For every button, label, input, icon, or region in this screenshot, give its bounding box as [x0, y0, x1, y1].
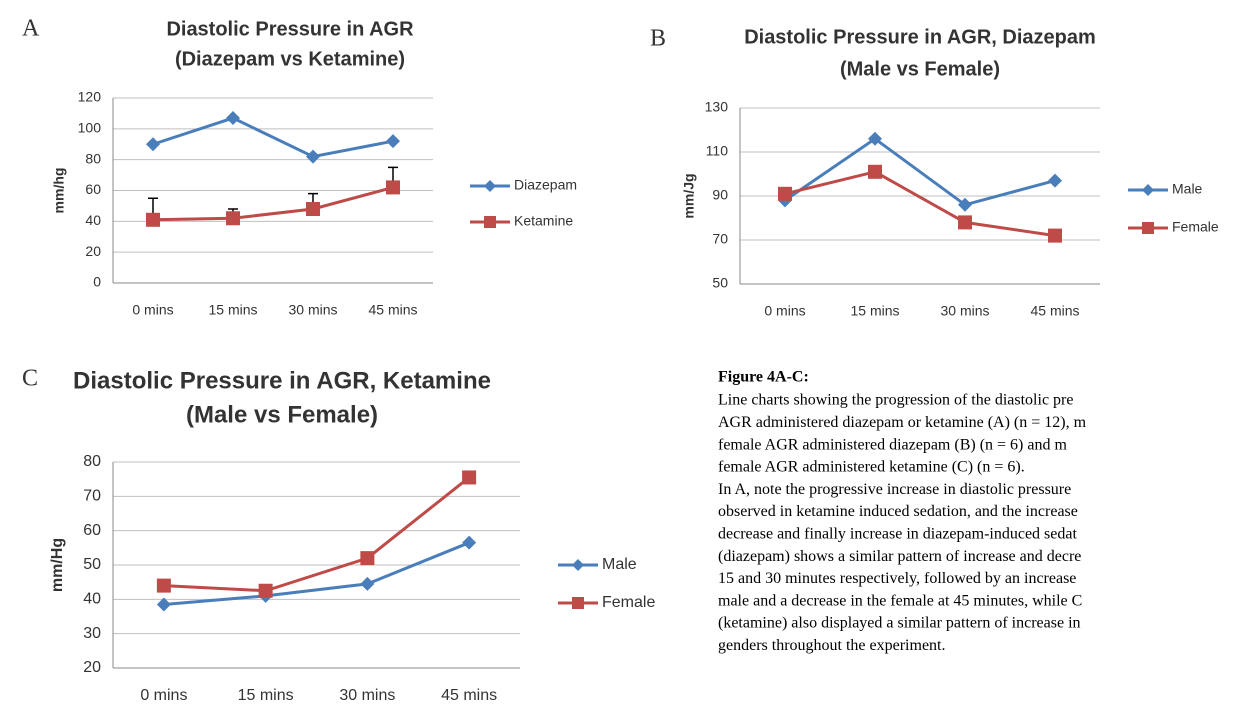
caption-heading: Figure 4A-C:	[718, 369, 809, 386]
x-tick-label: 30 mins	[339, 687, 395, 704]
chart-title: (Diazepam vs Ketamine)	[175, 48, 405, 70]
series-line	[163, 541, 470, 606]
legend-label: Female	[1172, 219, 1219, 235]
legend-marker	[572, 559, 584, 571]
y-tick-label: 70	[83, 488, 101, 505]
y-tick-label: 40	[85, 212, 101, 228]
marker	[146, 212, 160, 227]
y-axis-label: mm/Hg	[49, 538, 66, 592]
x-tick-label: 30 mins	[288, 302, 337, 318]
caption-line: In A, note the progressive increase in d…	[718, 481, 1071, 498]
x-tick-label: 15 mins	[850, 303, 899, 319]
panel-letter: C	[22, 366, 38, 392]
x-tick-label: 0 mins	[132, 302, 173, 318]
y-tick-label: 130	[705, 99, 729, 115]
x-tick-label: 15 mins	[238, 687, 294, 704]
marker	[462, 470, 477, 485]
marker	[226, 211, 240, 226]
marker	[360, 576, 375, 591]
y-tick-label: 50	[712, 275, 728, 291]
y-tick-label: 70	[712, 231, 728, 247]
y-tick-label: 60	[83, 522, 101, 539]
y-tick-label: 50	[83, 556, 101, 573]
panel-letter: A	[22, 16, 40, 42]
y-tick-label: 0	[93, 274, 101, 290]
series-line	[152, 116, 394, 159]
caption-line: decrease and finally increase in diazepa…	[718, 525, 1077, 542]
legend-marker	[484, 180, 496, 192]
marker	[958, 215, 972, 230]
caption-line: observed in ketamine induced sedation, a…	[718, 503, 1078, 520]
x-tick-label: 45 mins	[368, 302, 417, 318]
y-tick-label: 110	[706, 143, 729, 159]
marker	[868, 131, 882, 146]
legend-marker	[1142, 222, 1154, 234]
marker	[386, 134, 400, 149]
marker	[156, 597, 171, 612]
chart-title: Diastolic Pressure in AGR, Ketamine	[73, 367, 491, 394]
y-tick-label: 30	[83, 625, 101, 642]
y-tick-label: 40	[83, 591, 101, 608]
marker	[1048, 173, 1062, 188]
chart-title: (Male vs Female)	[840, 58, 1000, 80]
marker	[778, 186, 792, 201]
legend-label: Ketamine	[514, 213, 573, 229]
y-tick-label: 20	[85, 243, 101, 259]
x-tick-label: 45 mins	[1030, 303, 1079, 319]
marker	[462, 535, 477, 550]
x-tick-label: 15 mins	[208, 302, 257, 318]
caption-line: AGR administered diazepam or ketamine (A…	[718, 414, 1087, 431]
y-tick-label: 100	[78, 120, 102, 136]
legend-marker	[1142, 184, 1154, 196]
x-tick-label: 45 mins	[441, 687, 497, 704]
y-axis-label: mm/hg	[51, 168, 67, 214]
y-tick-label: 60	[85, 181, 101, 197]
series-line	[152, 185, 394, 222]
marker	[306, 149, 320, 164]
y-tick-label: 20	[83, 659, 101, 676]
series-line	[163, 476, 471, 593]
series-line	[784, 136, 1056, 207]
series-line	[784, 170, 1056, 238]
caption-line: 15 and 30 minutes respectively, followed…	[718, 570, 1076, 587]
chart-title: Diastolic Pressure in AGR, Diazepam	[744, 26, 1096, 48]
marker	[868, 164, 882, 179]
caption-line: female AGR administered ketamine (C) (n …	[718, 459, 1025, 476]
y-axis-label: mm/Jg	[681, 173, 697, 218]
y-tick-label: 120	[78, 89, 102, 105]
caption-line: genders throughout the experiment.	[718, 637, 946, 654]
marker	[1048, 228, 1062, 243]
marker	[258, 583, 273, 598]
chart-title: (Male vs Female)	[186, 401, 378, 428]
marker	[306, 202, 320, 216]
caption-line: male and a decrease in the female at 45 …	[718, 592, 1082, 609]
marker	[146, 137, 160, 152]
y-tick-label: 80	[83, 453, 101, 470]
caption-line: (ketamine) also displayed a similar patt…	[718, 615, 1081, 632]
x-tick-label: 0 mins	[764, 303, 805, 319]
caption-line: Line charts showing the progression of t…	[718, 392, 1073, 409]
marker	[156, 578, 171, 593]
y-tick-label: 90	[712, 187, 728, 203]
marker	[226, 111, 240, 126]
chart-title: Diastolic Pressure in AGR	[166, 18, 414, 40]
marker	[386, 180, 400, 195]
x-tick-label: 0 mins	[140, 687, 187, 704]
marker	[958, 197, 972, 212]
panel-letter: B	[650, 26, 666, 52]
marker	[360, 551, 375, 566]
legend-marker	[484, 216, 496, 228]
legend-label: Diazepam	[514, 177, 577, 193]
legend-label: Male	[1172, 181, 1203, 197]
legend-marker	[572, 597, 584, 609]
x-tick-label: 30 mins	[940, 303, 989, 319]
y-tick-label: 80	[85, 150, 101, 166]
caption-line: (diazepam) shows a similar pattern of in…	[718, 548, 1081, 565]
caption-line: female AGR administered diazepam (B) (n …	[718, 436, 1067, 453]
legend-label: Female	[602, 594, 655, 611]
legend-label: Male	[602, 556, 637, 573]
